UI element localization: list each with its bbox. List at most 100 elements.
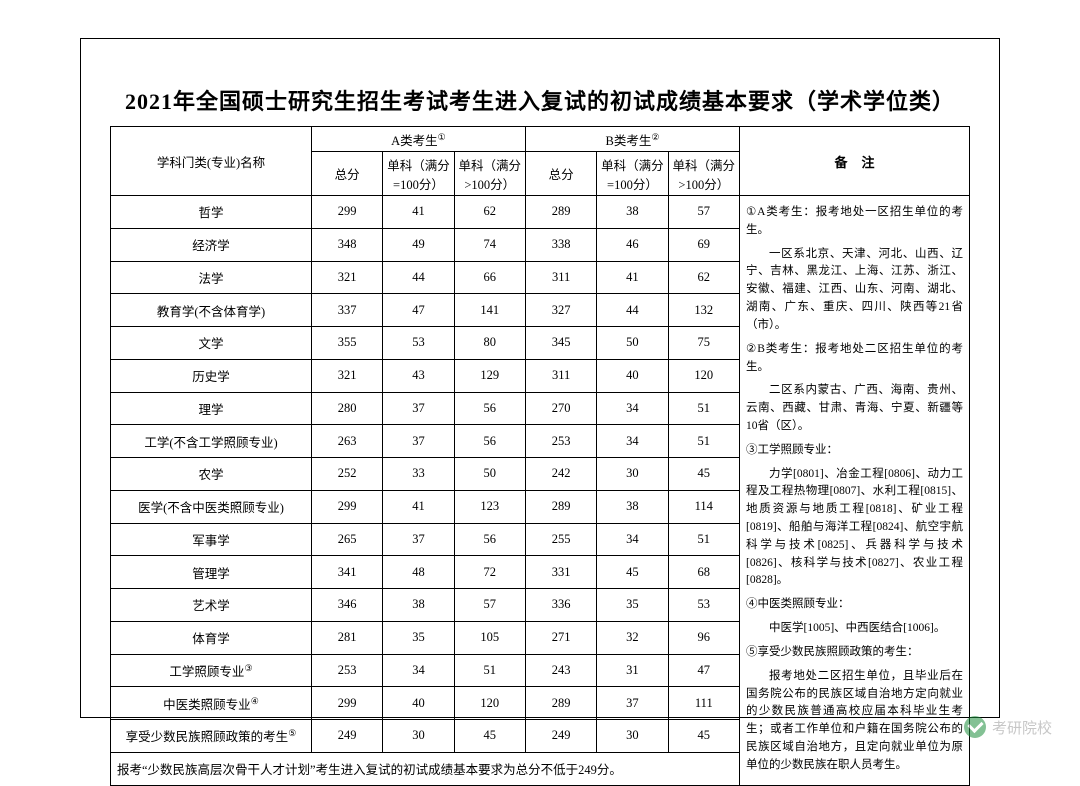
score-cell: 281 bbox=[311, 621, 382, 654]
table-row: 享受少数民族照顾政策的考生⑤24930452493045 bbox=[111, 720, 740, 753]
score-cell: 75 bbox=[668, 327, 739, 360]
score-cell: 132 bbox=[668, 294, 739, 327]
score-cell: 62 bbox=[454, 196, 525, 229]
score-cell: 123 bbox=[454, 490, 525, 523]
score-cell: 114 bbox=[668, 490, 739, 523]
content-wrap: 学科门类(专业)名称 A类考生① B类考生② 总分 单科（满分=100分） 单科… bbox=[110, 126, 970, 786]
score-cell: 336 bbox=[525, 589, 596, 622]
score-cell: 345 bbox=[525, 327, 596, 360]
table-row: 管理学34148723314568 bbox=[111, 556, 740, 589]
note-1-head: ①A类考生：报考地处一区招生单位的考生。 bbox=[746, 204, 963, 240]
score-cell: 62 bbox=[668, 261, 739, 294]
score-cell: 331 bbox=[525, 556, 596, 589]
table-row: 工学(不含工学照顾专业)26337562533451 bbox=[111, 425, 740, 458]
score-cell: 30 bbox=[597, 458, 668, 491]
score-cell: 69 bbox=[668, 228, 739, 261]
score-cell: 51 bbox=[668, 425, 739, 458]
score-cell: 32 bbox=[597, 621, 668, 654]
table-row: 理学28037562703451 bbox=[111, 392, 740, 425]
row-name: 医学(不含中医类照顾专业) bbox=[111, 490, 312, 523]
table-row: 文学35553803455075 bbox=[111, 327, 740, 360]
row-name: 历史学 bbox=[111, 359, 312, 392]
note-4-body: 中医学[1005]、中西医结合[1006]。 bbox=[746, 620, 963, 638]
score-cell: 337 bbox=[311, 294, 382, 327]
score-cell: 249 bbox=[311, 720, 382, 753]
table-row: 哲学29941622893857 bbox=[111, 196, 740, 229]
watermark-text: 考研院校 bbox=[992, 717, 1052, 738]
score-cell: 30 bbox=[383, 720, 454, 753]
row-name: 文学 bbox=[111, 327, 312, 360]
score-cell: 48 bbox=[383, 556, 454, 589]
note-5-head: ⑤享受少数民族照顾政策的考生： bbox=[746, 644, 963, 662]
score-cell: 249 bbox=[525, 720, 596, 753]
score-cell: 57 bbox=[668, 196, 739, 229]
note-3-head: ③工学照顾专业： bbox=[746, 442, 963, 460]
score-cell: 51 bbox=[668, 523, 739, 556]
score-cell: 253 bbox=[311, 654, 382, 687]
score-cell: 35 bbox=[383, 621, 454, 654]
score-cell: 72 bbox=[454, 556, 525, 589]
note-3-body: 力学[0801]、冶金工程[0806]、动力工程及工程热物理[0807]、水利工… bbox=[746, 466, 963, 591]
row-name: 经济学 bbox=[111, 228, 312, 261]
row-name: 管理学 bbox=[111, 556, 312, 589]
table-row: 医学(不含中医类照顾专业)2994112328938114 bbox=[111, 490, 740, 523]
score-cell: 289 bbox=[525, 490, 596, 523]
score-cell: 43 bbox=[383, 359, 454, 392]
table-row: 军事学26537562553451 bbox=[111, 523, 740, 556]
score-cell: 74 bbox=[454, 228, 525, 261]
table-row: 中医类照顾专业④2994012028937111 bbox=[111, 687, 740, 720]
score-cell: 45 bbox=[668, 720, 739, 753]
score-cell: 270 bbox=[525, 392, 596, 425]
score-cell: 45 bbox=[454, 720, 525, 753]
score-cell: 299 bbox=[311, 490, 382, 523]
score-cell: 120 bbox=[454, 687, 525, 720]
table-row: 农学25233502423045 bbox=[111, 458, 740, 491]
table-row: 教育学(不含体育学)3374714132744132 bbox=[111, 294, 740, 327]
score-cell: 37 bbox=[597, 687, 668, 720]
score-cell: 80 bbox=[454, 327, 525, 360]
score-cell: 51 bbox=[454, 654, 525, 687]
notes-header: 备注 bbox=[740, 127, 969, 196]
table-footnote-row: 报考“少数民族高层次骨干人才计划”考生进入复试的初试成绩基本要求为总分不低于24… bbox=[111, 752, 740, 785]
score-cell: 338 bbox=[525, 228, 596, 261]
note-1-body: 一区系北京、天津、河北、山西、辽宁、吉林、黑龙江、上海、江苏、浙江、安徽、福建、… bbox=[746, 246, 963, 335]
score-cell: 53 bbox=[383, 327, 454, 360]
score-cell: 299 bbox=[311, 687, 382, 720]
col-a-sub100: 单科（满分=100分） bbox=[383, 152, 454, 196]
score-cell: 96 bbox=[668, 621, 739, 654]
score-cell: 47 bbox=[383, 294, 454, 327]
score-cell: 57 bbox=[454, 589, 525, 622]
score-cell: 38 bbox=[597, 196, 668, 229]
row-name: 艺术学 bbox=[111, 589, 312, 622]
page-title: 2021年全国硕士研究生招生考试考生进入复试的初试成绩基本要求（学术学位类） bbox=[0, 84, 1080, 116]
score-cell: 252 bbox=[311, 458, 382, 491]
score-cell: 280 bbox=[311, 392, 382, 425]
score-cell: 66 bbox=[454, 261, 525, 294]
notes-body: ①A类考生：报考地处一区招生单位的考生。 一区系北京、天津、河北、山西、辽宁、吉… bbox=[740, 196, 969, 785]
score-cell: 56 bbox=[454, 523, 525, 556]
row-name: 理学 bbox=[111, 392, 312, 425]
col-header-group-a: A类考生① bbox=[311, 127, 525, 152]
score-cell: 41 bbox=[597, 261, 668, 294]
col-b-subgt100: 单科（满分>100分） bbox=[668, 152, 739, 196]
score-cell: 271 bbox=[525, 621, 596, 654]
score-cell: 242 bbox=[525, 458, 596, 491]
score-cell: 37 bbox=[383, 425, 454, 458]
score-cell: 56 bbox=[454, 392, 525, 425]
table-row: 法学32144663114162 bbox=[111, 261, 740, 294]
score-cell: 355 bbox=[311, 327, 382, 360]
score-cell: 129 bbox=[454, 359, 525, 392]
score-cell: 346 bbox=[311, 589, 382, 622]
score-cell: 50 bbox=[454, 458, 525, 491]
score-cell: 37 bbox=[383, 523, 454, 556]
score-cell: 120 bbox=[668, 359, 739, 392]
table-footnote: 报考“少数民族高层次骨干人才计划”考生进入复试的初试成绩基本要求为总分不低于24… bbox=[111, 752, 740, 785]
score-cell: 37 bbox=[383, 392, 454, 425]
score-cell: 49 bbox=[383, 228, 454, 261]
score-cell: 289 bbox=[525, 687, 596, 720]
score-cell: 38 bbox=[597, 490, 668, 523]
row-name: 教育学(不含体育学) bbox=[111, 294, 312, 327]
row-name: 法学 bbox=[111, 261, 312, 294]
score-cell: 33 bbox=[383, 458, 454, 491]
col-a-total: 总分 bbox=[311, 152, 382, 196]
